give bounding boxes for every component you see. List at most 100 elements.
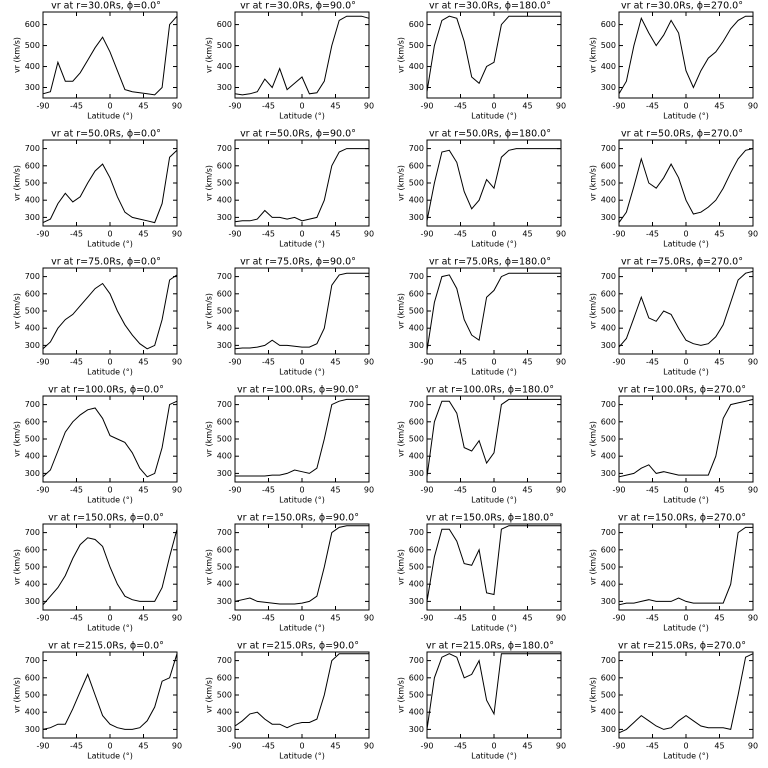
x-tick-label: 90 <box>172 230 182 239</box>
chart-title: vr at r=30.0Rs, ϕ=0.0° <box>51 1 161 12</box>
y-tick-label: 400 <box>25 580 40 589</box>
x-tick-label: -45 <box>454 358 467 367</box>
x-tick-label: 0 <box>491 358 496 367</box>
data-line <box>426 15 561 92</box>
y-axis-label: vr (km/s) <box>205 293 214 329</box>
chart-title: vr at r=50.0Rs, ϕ=0.0° <box>51 129 161 140</box>
y-tick-label: 500 <box>601 691 616 700</box>
y-tick-label: 600 <box>601 161 616 170</box>
y-tick-label: 400 <box>217 708 232 717</box>
plot-frame <box>234 651 370 739</box>
y-tick-label: 300 <box>217 83 232 92</box>
y-axis-label: vr (km/s) <box>205 549 214 585</box>
y-tick-label: 300 <box>601 341 616 350</box>
x-axis-label: Latitude (°) <box>663 112 709 121</box>
y-tick-label: 600 <box>409 417 424 426</box>
x-tick-label: 45 <box>714 486 724 495</box>
x-tick-label: -90 <box>36 614 49 623</box>
chart-title: vr at r=50.0Rs, ϕ=90.0° <box>240 129 356 140</box>
x-tick-label: 45 <box>330 102 340 111</box>
x-tick-label: 0 <box>299 358 304 367</box>
data-line <box>42 400 178 478</box>
x-tick-label: 90 <box>556 486 566 495</box>
y-tick-label: 300 <box>409 213 424 222</box>
y-tick-label: 600 <box>25 289 40 298</box>
y-tick-label: 300 <box>217 725 232 734</box>
chart-title: vr at r=215.0Rs, ϕ=90.0° <box>237 641 359 652</box>
chart-title: vr at r=150.0Rs, ϕ=270.0° <box>618 513 746 524</box>
x-tick-label: 90 <box>748 486 758 495</box>
y-tick-label: 600 <box>25 20 40 29</box>
x-tick-label: 45 <box>522 358 532 367</box>
x-tick-label: -90 <box>420 102 433 111</box>
panel: vr at r=50.0Rs, ϕ=270.0° -90 -45 0 45 90 300 40… <box>589 129 759 249</box>
x-axis-label: Latitude (°) <box>471 496 517 505</box>
chart-title: vr at r=30.0Rs, ϕ=90.0° <box>240 1 356 12</box>
x-axis-label: Latitude (°) <box>471 752 517 761</box>
plot-frame <box>234 267 370 355</box>
y-tick-label: 600 <box>217 545 232 554</box>
data-line <box>426 272 561 351</box>
x-tick-label: 90 <box>172 614 182 623</box>
x-tick-label: 0 <box>299 614 304 623</box>
x-tick-label: -90 <box>36 230 49 239</box>
y-tick-label: 500 <box>217 691 232 700</box>
x-tick-label: -45 <box>70 358 83 367</box>
y-tick-label: 600 <box>601 673 616 682</box>
y-tick-label: 300 <box>25 597 40 606</box>
x-tick-label: -45 <box>262 102 275 111</box>
plot-frame <box>234 523 370 611</box>
x-tick-label: 0 <box>491 230 496 239</box>
x-tick-label: 0 <box>107 486 112 495</box>
x-tick-label: 90 <box>364 614 374 623</box>
y-tick-label: 500 <box>409 307 424 316</box>
y-tick-label: 500 <box>409 179 424 188</box>
plot-frame <box>426 139 562 227</box>
x-tick-label: 90 <box>748 614 758 623</box>
plot-frame <box>618 267 754 355</box>
x-tick-label: 90 <box>748 230 758 239</box>
x-tick-label: 0 <box>107 102 112 111</box>
data-line <box>618 15 753 95</box>
x-tick-label: 90 <box>556 102 566 111</box>
x-axis-label: Latitude (°) <box>87 240 133 249</box>
y-tick-label: 600 <box>409 161 424 170</box>
x-tick-label: 0 <box>299 230 304 239</box>
x-axis-label: Latitude (°) <box>279 368 325 377</box>
x-tick-label: -45 <box>262 742 275 751</box>
x-tick-label: 90 <box>748 102 758 111</box>
panel: vr at r=30.0Rs, ϕ=270.0° -90 -45 0 45 90 300 40… <box>589 1 759 121</box>
x-tick-label: -90 <box>612 486 625 495</box>
y-tick-label: 600 <box>25 417 40 426</box>
y-tick-label: 500 <box>217 435 232 444</box>
data-line <box>426 148 561 221</box>
y-axis-label: vr (km/s) <box>205 421 214 457</box>
x-tick-label: -45 <box>646 358 659 367</box>
panel: vr at r=50.0Rs, ϕ=90.0° -90 -45 0 45 90 300 400… <box>205 129 375 249</box>
y-tick-label: 500 <box>601 179 616 188</box>
y-tick-label: 600 <box>217 161 232 170</box>
x-tick-label: 0 <box>683 230 688 239</box>
y-tick-label: 400 <box>601 196 616 205</box>
panel: vr at r=150.0Rs, ϕ=0.0° -90 -45 0 45 90 300 400… <box>13 513 183 633</box>
y-tick-label: 400 <box>25 62 40 71</box>
panel: vr at r=75.0Rs, ϕ=90.0° -90 -45 0 45 90 300 400… <box>205 257 375 377</box>
x-tick-label: 45 <box>138 486 148 495</box>
x-tick-label: -45 <box>70 102 83 111</box>
x-tick-label: -90 <box>36 102 49 111</box>
y-tick-label: 400 <box>409 708 424 717</box>
data-line <box>426 525 561 602</box>
plot-frame <box>42 267 178 355</box>
y-tick-label: 400 <box>25 452 40 461</box>
y-tick-label: 700 <box>409 656 424 665</box>
x-tick-label: 45 <box>714 230 724 239</box>
x-tick-label: 90 <box>364 486 374 495</box>
x-tick-label: 0 <box>491 742 496 751</box>
x-tick-label: -45 <box>70 614 83 623</box>
y-tick-label: 600 <box>217 289 232 298</box>
y-tick-label: 300 <box>25 213 40 222</box>
y-tick-label: 600 <box>409 545 424 554</box>
x-tick-label: -45 <box>454 742 467 751</box>
x-tick-label: -45 <box>646 614 659 623</box>
x-tick-label: 0 <box>683 614 688 623</box>
